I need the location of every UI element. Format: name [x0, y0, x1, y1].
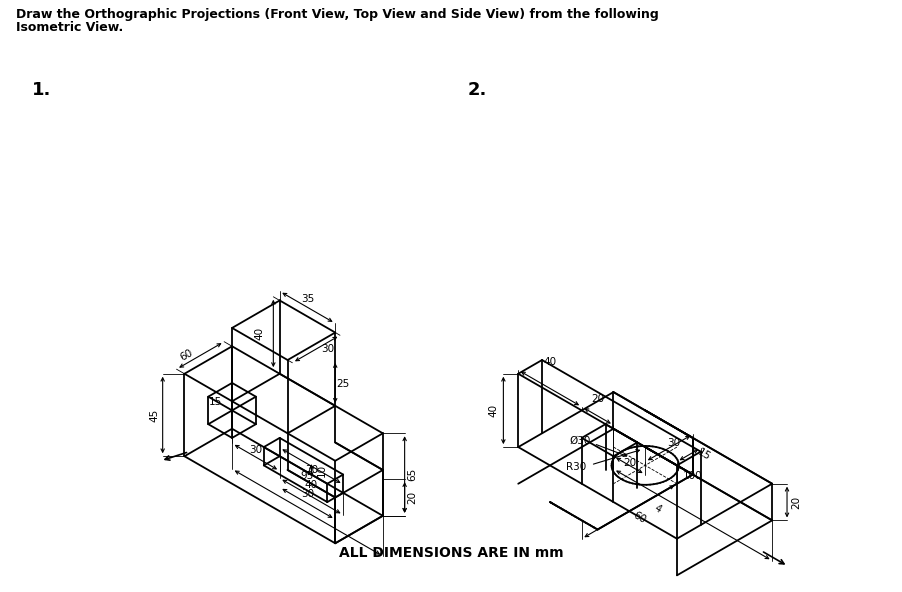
Text: 40: 40 — [489, 404, 499, 417]
Text: Draw the Orthographic Projections (Front View, Top View and Side View) from the : Draw the Orthographic Projections (Front… — [16, 8, 658, 21]
Text: 10: 10 — [317, 464, 327, 477]
Text: 95: 95 — [301, 471, 314, 481]
Text: 30: 30 — [249, 445, 262, 455]
Text: 60: 60 — [179, 348, 195, 363]
Text: 60: 60 — [631, 510, 648, 526]
Text: 4: 4 — [653, 503, 663, 515]
Text: Ø30: Ø30 — [569, 436, 591, 446]
Text: 20: 20 — [622, 458, 636, 468]
Text: 100: 100 — [683, 471, 703, 481]
Text: 30: 30 — [301, 490, 314, 499]
Text: Isometric View.: Isometric View. — [16, 21, 124, 34]
Text: ALL DIMENSIONS ARE IN mm: ALL DIMENSIONS ARE IN mm — [338, 546, 564, 559]
Text: 1.: 1. — [32, 81, 51, 99]
Text: 40: 40 — [305, 480, 318, 490]
Text: R30: R30 — [566, 462, 585, 472]
Text: 30: 30 — [667, 438, 680, 448]
Text: 70: 70 — [305, 465, 318, 475]
Text: 25: 25 — [336, 379, 350, 389]
Text: 30: 30 — [321, 344, 335, 354]
Text: 40: 40 — [254, 327, 264, 340]
Text: 2.: 2. — [468, 81, 487, 99]
Text: 40: 40 — [543, 357, 557, 367]
Text: 45: 45 — [150, 408, 160, 422]
Text: 35: 35 — [301, 294, 314, 304]
Text: 20: 20 — [791, 496, 801, 509]
Text: 15: 15 — [695, 447, 712, 462]
Text: 20: 20 — [591, 394, 604, 404]
Text: 20: 20 — [408, 491, 418, 504]
Text: 15: 15 — [208, 397, 222, 407]
Text: 65: 65 — [408, 468, 418, 481]
